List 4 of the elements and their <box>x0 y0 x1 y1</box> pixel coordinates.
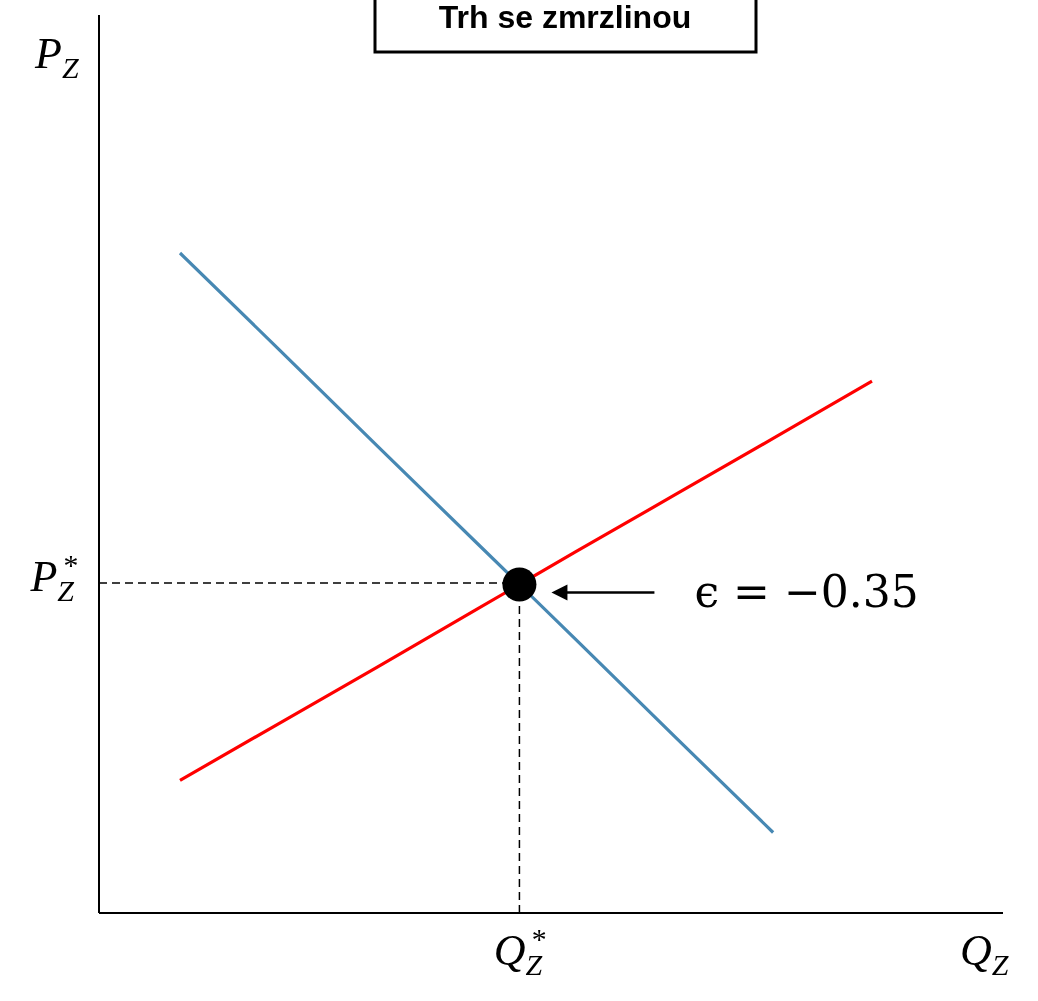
annotation: ϵ = −0.35 <box>694 565 919 617</box>
chart-title: Trh se zmrzlinou <box>438 0 692 35</box>
y-axis-title: P$_{Z}$ <box>34 29 79 84</box>
x-axis-title: Q$_{Z}$ <box>960 926 1009 981</box>
